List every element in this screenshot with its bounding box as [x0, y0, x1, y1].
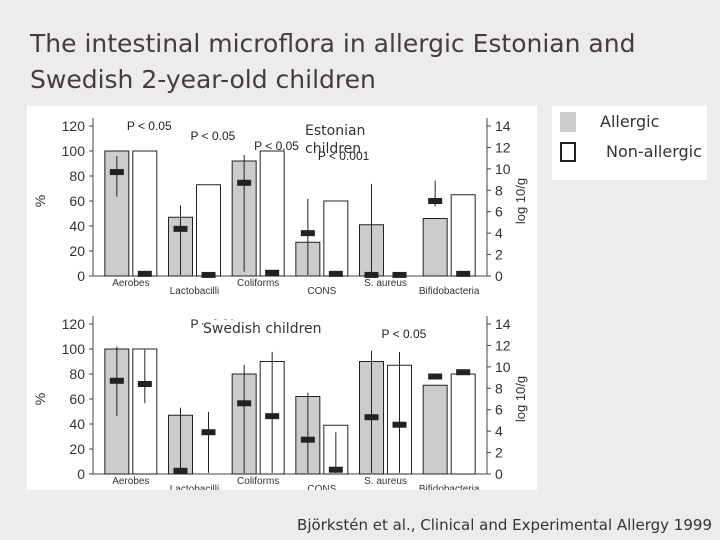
y-tick-label-left-0-80: 80	[69, 168, 85, 184]
y-tick-label-right-1-6: 6	[495, 402, 503, 418]
category-label-1-4: S. aureus	[364, 476, 407, 487]
bar-0-5-1	[450, 194, 476, 277]
y-axis-label-left-0: %	[32, 195, 48, 207]
category-label-0-1: Lactobacilli	[170, 286, 219, 297]
legend-label-allergic: Allergic	[600, 112, 660, 131]
bar-0-0-0	[104, 150, 130, 277]
bar-0-0-1	[132, 150, 158, 277]
y-tick-label-right-1-10: 10	[495, 359, 511, 375]
count-marker-0-0-0	[109, 169, 124, 176]
count-marker-1-0-1	[137, 381, 152, 387]
count-marker-0-1-0	[173, 225, 188, 232]
y-tick-label-left-0-60: 60	[69, 193, 85, 209]
count-marker-1-4-0	[364, 414, 379, 421]
y-tick-label-right-0-6: 6	[495, 204, 503, 220]
count-marker-1-1-0	[173, 467, 188, 474]
count-marker-0-2-0	[237, 179, 252, 186]
y-tick-label-left-1-40: 40	[69, 416, 85, 432]
count-marker-0-4-1	[392, 271, 407, 278]
count-marker-1-5-1	[456, 369, 471, 376]
y-tick-label-right-1-12: 12	[495, 337, 511, 353]
legend-label-nonallergic: Non-allergic	[606, 142, 702, 161]
y-tick-label-right-0-0: 0	[495, 268, 503, 284]
category-label-1-5: Bifidobacteria	[419, 484, 480, 490]
category-label-0-4: S. aureus	[364, 278, 407, 289]
y-tick-label-right-0-12: 12	[495, 139, 511, 155]
y-tick-label-right-1-4: 4	[495, 423, 503, 439]
category-label-1-3: CONS	[307, 484, 336, 490]
bar-0-3-1	[323, 200, 349, 277]
legend-swatch-allergic	[560, 112, 576, 132]
category-label-1-2: Coliforms	[237, 476, 279, 487]
estonian-panel-label: Estonian children	[305, 123, 366, 157]
p-value-annotation-0-0: P < 0.05	[127, 119, 172, 133]
bar-1-5-1	[450, 373, 476, 475]
y-tick-label-right-1-2: 2	[495, 445, 503, 461]
p-value-annotation-0-2: P < 0.05	[254, 139, 299, 153]
count-marker-0-5-1	[456, 270, 471, 277]
y-tick-label-left-1-100: 100	[62, 341, 86, 357]
bar-0-1-1	[196, 184, 221, 277]
y-tick-label-right-0-8: 8	[495, 182, 503, 198]
count-marker-0-3-0	[300, 230, 315, 237]
category-label-0-3: CONS	[307, 286, 336, 297]
count-marker-1-1-1	[201, 429, 216, 436]
y-axis-label-right-0: log 10/g	[513, 178, 528, 224]
category-label-0-0: Aerobes	[112, 278, 149, 289]
bar-0-2-1	[259, 150, 285, 277]
y-tick-label-right-0-10: 10	[495, 161, 511, 177]
category-label-0-2: Coliforms	[237, 278, 279, 289]
swedish-panel-label: Swedish children	[203, 320, 373, 338]
figure-panel: 0 20 40 60 80 100 120% 0 2 4 6 8 10 12 14 log 10/g Aerob…	[27, 106, 537, 495]
count-marker-1-0-0	[109, 377, 124, 384]
y-tick-label-left-0-0: 0	[77, 268, 85, 284]
y-axis-label-right-1: log 10/g	[513, 376, 528, 422]
y-tick-label-right-0-4: 4	[495, 225, 503, 241]
y-tick-label-left-0-40: 40	[69, 218, 85, 234]
count-marker-1-3-0	[300, 436, 315, 443]
y-tick-label-right-0-14: 14	[495, 118, 511, 134]
bar-1-5-0	[422, 384, 448, 475]
y-tick-label-left-1-0: 0	[77, 466, 85, 482]
count-marker-0-5-0	[428, 198, 443, 204]
y-tick-label-left-1-80: 80	[69, 366, 85, 382]
count-marker-0-2-1	[265, 269, 280, 276]
y-tick-label-left-0-120: 120	[62, 118, 86, 134]
y-tick-label-left-1-120: 120	[62, 316, 86, 332]
count-marker-0-1-1	[201, 271, 216, 278]
p-value-annotation-0-1: P < 0.05	[191, 129, 236, 143]
p-value-annotation-0-3: P < 0.001	[318, 149, 370, 163]
count-marker-0-3-1	[328, 270, 343, 277]
y-tick-label-right-1-14: 14	[495, 316, 511, 332]
slide-title: The intestinal microflora in allergic Es…	[30, 29, 636, 94]
y-tick-label-left-0-20: 20	[69, 243, 85, 259]
p-value-annotation-1-1: P < 0.05	[382, 327, 427, 341]
category-label-0-5: Bifidobacteria	[419, 286, 480, 297]
count-marker-1-4-1	[392, 421, 407, 428]
citation: Björkstén et al., Clinical and Experimen…	[297, 516, 712, 534]
y-tick-label-right-0-2: 2	[495, 247, 503, 263]
count-marker-1-2-1	[265, 413, 280, 420]
y-tick-label-right-1-0: 0	[495, 466, 503, 482]
y-tick-label-right-1-8: 8	[495, 380, 503, 396]
category-label-1-0: Aerobes	[112, 476, 149, 487]
y-tick-label-left-1-60: 60	[69, 391, 85, 407]
y-tick-label-left-1-20: 20	[69, 441, 85, 457]
count-marker-1-3-1	[328, 466, 343, 473]
legend-swatch-nonallergic	[560, 142, 576, 162]
y-tick-label-left-0-100: 100	[62, 143, 86, 159]
chart-legend: Allergic Non-allergic	[552, 106, 707, 180]
bar-0-5-0	[422, 218, 448, 277]
count-marker-1-2-0	[237, 400, 252, 407]
count-marker-0-4-0	[364, 271, 379, 278]
count-marker-0-0-1	[137, 270, 152, 277]
count-marker-1-5-0	[428, 373, 443, 380]
y-axis-label-left-1: %	[32, 393, 48, 405]
category-label-1-1: Lactobacilli	[170, 484, 219, 490]
